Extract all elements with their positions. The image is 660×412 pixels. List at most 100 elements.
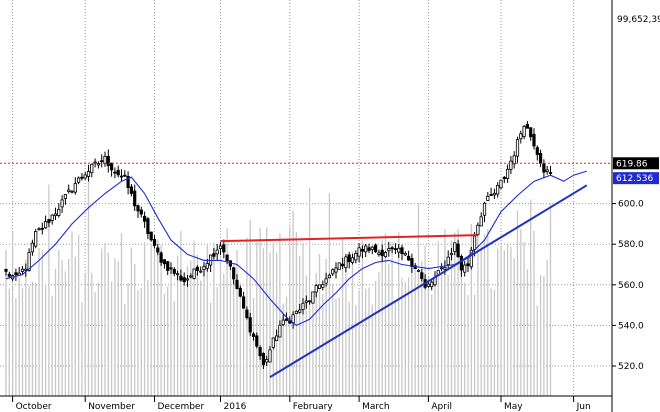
candle	[350, 253, 355, 265]
x-tick-label: February	[293, 402, 334, 412]
x-tick-label: October	[16, 402, 52, 412]
candle-body	[354, 252, 358, 261]
candle	[67, 184, 71, 194]
candle	[373, 243, 378, 253]
candle	[499, 179, 503, 190]
candle-body	[400, 247, 404, 255]
candle	[515, 136, 520, 163]
candle-body	[268, 349, 272, 363]
x-tick-label: April	[431, 402, 452, 412]
candle-body	[548, 172, 553, 174]
candle-body	[539, 153, 543, 164]
candle	[245, 306, 249, 320]
candle-body	[416, 269, 421, 272]
candle-body	[77, 177, 81, 183]
candle-body	[271, 337, 275, 348]
overlays	[0, 162, 612, 379]
candle-body	[337, 262, 341, 270]
candle-body	[110, 162, 114, 171]
candle	[175, 270, 180, 281]
candle-body	[360, 248, 365, 252]
candle	[317, 284, 322, 290]
candle-body	[156, 247, 160, 253]
candle-body	[139, 209, 143, 215]
candle-body	[499, 179, 503, 189]
candle	[271, 337, 275, 350]
candle	[116, 165, 120, 178]
candle	[469, 247, 473, 270]
candle-body	[515, 139, 520, 157]
candle-body	[7, 273, 11, 277]
candle	[53, 207, 58, 220]
candle-body	[265, 359, 269, 363]
candle	[30, 239, 35, 256]
candle-body	[60, 199, 64, 208]
x-tick-label: November	[88, 402, 135, 412]
candle-body	[30, 242, 35, 253]
candle-body	[96, 163, 100, 166]
candle	[347, 251, 351, 269]
candle	[172, 267, 176, 277]
candle-body	[456, 243, 460, 258]
x-axis-band	[0, 396, 612, 412]
candle	[505, 164, 510, 183]
candle	[509, 155, 513, 175]
candle	[152, 235, 157, 249]
candle-body	[449, 252, 454, 256]
candle	[70, 190, 74, 194]
candle	[100, 154, 104, 168]
candle	[159, 251, 163, 267]
candle	[185, 275, 190, 287]
candle	[274, 329, 279, 342]
candle-body	[472, 235, 477, 250]
candle-body	[40, 227, 44, 230]
candle	[149, 231, 153, 242]
candle-body	[149, 231, 153, 241]
y-tick-label: 580.0	[618, 240, 644, 250]
candle	[179, 269, 183, 282]
candle-body	[324, 278, 328, 284]
candle-body	[301, 302, 305, 310]
candle	[449, 248, 454, 261]
candle	[496, 182, 500, 198]
candle-body	[311, 291, 315, 304]
candle	[44, 215, 48, 229]
candle-body	[317, 284, 322, 289]
candle-body	[202, 266, 206, 271]
candle	[390, 246, 394, 253]
candle	[215, 244, 219, 261]
candle-body	[142, 215, 147, 222]
candle-body	[476, 224, 480, 235]
candle	[370, 245, 374, 255]
last-price-badge	[613, 157, 659, 170]
candle	[486, 191, 490, 201]
candle-body	[307, 300, 312, 303]
candle	[334, 262, 338, 279]
candle	[47, 218, 51, 228]
candle	[96, 161, 100, 169]
moving-average-line	[5, 170, 587, 327]
candle	[397, 244, 401, 258]
candle-body	[57, 208, 61, 216]
candle	[380, 244, 384, 263]
candle	[298, 303, 302, 314]
candle-body	[314, 285, 318, 293]
candle-body	[344, 256, 348, 269]
candle-body	[387, 248, 391, 252]
candle-body	[113, 171, 117, 174]
candle	[37, 227, 41, 231]
candle-body	[327, 274, 332, 279]
candle	[337, 262, 341, 270]
candle	[142, 211, 147, 228]
candle-body	[535, 147, 539, 155]
candle	[406, 250, 411, 261]
x-axis: October November December 2016 February March…	[12, 396, 591, 412]
x-tick-label: May	[504, 402, 523, 412]
candle-body	[331, 269, 335, 275]
candle-body	[166, 261, 170, 271]
candle	[90, 163, 94, 178]
candle	[281, 314, 285, 326]
candle-body	[377, 252, 381, 255]
candle	[357, 243, 361, 263]
